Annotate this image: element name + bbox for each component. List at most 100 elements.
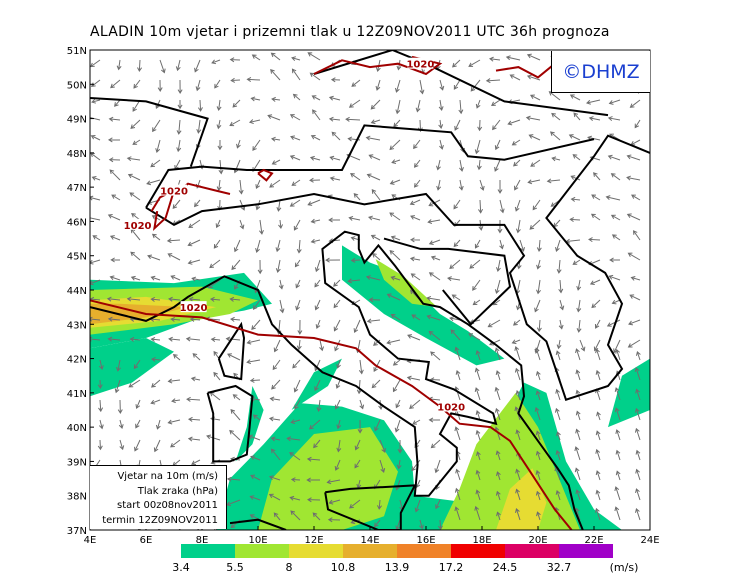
wind-arrow [390, 275, 401, 281]
wind-arrow [186, 396, 201, 402]
wind-arrow [216, 119, 222, 130]
wind-arrow [336, 439, 342, 453]
wind-arrow [167, 378, 181, 384]
colorbar-label: 32.7 [546, 561, 572, 574]
wind-arrow [155, 139, 161, 153]
wind-arrow [329, 155, 341, 161]
wind-arrow [272, 359, 281, 371]
wind-arrow [307, 497, 321, 503]
lat-tick-label: 47N [67, 183, 87, 194]
wind-arrow [295, 299, 301, 311]
wind-arrow [151, 379, 161, 388]
wind-arrow [409, 199, 421, 206]
wind-arrow [314, 279, 321, 288]
wind-arrow [292, 93, 301, 101]
wind-arrow [536, 511, 541, 521]
lon-tick-label: 12E [304, 535, 323, 546]
wind-arrow [232, 99, 241, 108]
wind-arrow [496, 471, 501, 481]
wind-arrow [215, 219, 221, 229]
wind-arrow [310, 238, 321, 244]
wind-arrow [307, 52, 321, 61]
lat-tick-label: 49N [67, 115, 87, 126]
wind-arrow [278, 219, 284, 230]
wind-arrow [191, 459, 201, 465]
lon-tick-label: 8E [196, 535, 209, 546]
wind-arrow [290, 510, 301, 521]
wind-arrow [249, 495, 261, 501]
wind-arrow [209, 259, 221, 269]
wind-arrow [591, 194, 601, 201]
wind-arrow [328, 217, 341, 223]
wind-arrow [415, 99, 421, 113]
wind-arrow [478, 199, 484, 214]
wind-arrow [246, 77, 261, 83]
lat-tick-label: 42N [67, 355, 87, 366]
wind-arrow [393, 119, 401, 128]
border-line [217, 321, 246, 381]
wind-arrow [370, 234, 381, 241]
wind-arrow [555, 350, 561, 361]
wind-arrow [390, 235, 401, 241]
wind-arrow [386, 293, 401, 301]
wind-arrow [454, 506, 461, 521]
wind-arrow [90, 195, 101, 201]
wind-arrow [350, 173, 361, 181]
wind-arrow [519, 239, 525, 252]
wind-speed-area [258, 427, 398, 530]
wind-arrow [167, 419, 181, 425]
wind-arrow [606, 319, 621, 327]
wind-arrow [626, 213, 641, 221]
wind-arrow [389, 139, 401, 151]
wind-arrow [555, 490, 561, 501]
wind-arrow [534, 299, 541, 313]
wind-arrow [306, 456, 321, 462]
wind-arrow [213, 371, 221, 381]
wind-arrow [270, 448, 281, 461]
wind-arrow [170, 275, 181, 281]
wind-arrow [458, 179, 464, 191]
wind-arrow [419, 519, 424, 530]
wind-arrow [329, 176, 341, 182]
wind-arrow [133, 359, 141, 370]
wind-arrow [414, 499, 421, 513]
wind-arrow [107, 214, 121, 221]
wind-arrow [252, 299, 261, 310]
wind-arrow [294, 259, 301, 268]
wind-arrow [576, 319, 582, 333]
wind-arrow [410, 215, 421, 221]
wind-arrow [610, 173, 621, 181]
wind-arrow [455, 468, 461, 481]
wind-arrow [92, 235, 101, 241]
wind-arrow [590, 213, 601, 221]
wind-arrow [127, 173, 141, 181]
wind-arrow [634, 407, 641, 421]
wind-arrow [191, 276, 201, 282]
wind-arrow [333, 279, 341, 287]
isobar-label: 1020 [437, 403, 465, 414]
wind-arrow [426, 314, 441, 321]
wind-arrow [232, 394, 241, 401]
info-wind: Vjetar na 10m (m/s) [117, 471, 218, 482]
wind-arrow [428, 272, 441, 281]
wind-arrow [273, 339, 281, 353]
wind-arrow [475, 469, 481, 481]
wind-arrow [365, 275, 381, 281]
colorbar-swatch [343, 544, 397, 558]
wind-arrow [437, 519, 443, 530]
wind-arrow [150, 356, 161, 362]
wind-arrow [379, 439, 386, 453]
wind-arrow [525, 115, 541, 121]
wind-arrow [214, 79, 221, 89]
wind-arrow [210, 336, 221, 342]
wind-arrow [574, 446, 581, 461]
wind-arrow [153, 439, 161, 453]
wind-arrow [505, 55, 521, 61]
isobar-1020 [257, 168, 274, 182]
wind-arrow [334, 459, 341, 471]
wind-arrow [529, 94, 541, 101]
lat-tick-label: 46N [67, 217, 87, 228]
wind-arrow [535, 469, 541, 481]
wind-arrow [117, 399, 123, 414]
